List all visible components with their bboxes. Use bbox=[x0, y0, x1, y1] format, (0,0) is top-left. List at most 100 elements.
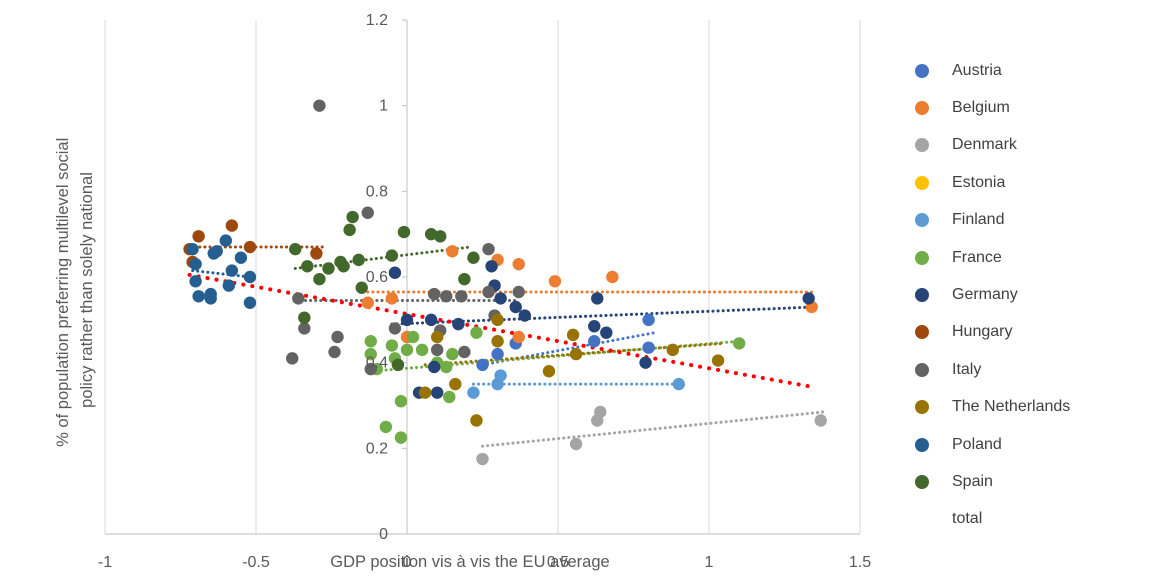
data-point-italy bbox=[431, 343, 444, 357]
data-point-belgium bbox=[548, 275, 562, 288]
legend-marker bbox=[915, 63, 929, 78]
data-point-hungary bbox=[192, 230, 205, 243]
legend-label: Belgium bbox=[952, 99, 1010, 117]
legend-label: Spain bbox=[952, 472, 993, 490]
data-point-austria bbox=[491, 347, 504, 361]
data-point-belgium bbox=[446, 245, 459, 258]
data-point-germany bbox=[591, 292, 604, 305]
legend-item: Belgium bbox=[915, 89, 1165, 126]
data-point-finland bbox=[672, 377, 685, 391]
data-point-italy bbox=[292, 292, 305, 305]
data-point-germany bbox=[400, 313, 414, 327]
data-point-the-netherlands bbox=[666, 343, 679, 357]
legend-item: Poland bbox=[915, 426, 1165, 463]
legend-marker bbox=[915, 288, 929, 303]
data-point-belgium bbox=[361, 296, 374, 309]
data-point-poland bbox=[186, 242, 199, 256]
data-point-belgium bbox=[606, 270, 619, 284]
legend-item: Italy bbox=[915, 351, 1165, 388]
x-tick-label: 1.5 bbox=[849, 554, 871, 571]
data-point-belgium bbox=[512, 257, 525, 271]
x-axis-title: GDP position vis à vis the EU average bbox=[330, 553, 609, 571]
data-point-france bbox=[379, 420, 393, 434]
legend-marker bbox=[915, 400, 929, 415]
data-point-italy bbox=[361, 206, 374, 219]
data-point-the-netherlands bbox=[449, 377, 462, 391]
data-point-germany bbox=[639, 356, 652, 369]
data-point-spain bbox=[298, 311, 311, 324]
x-tick-label: 1 bbox=[705, 554, 714, 571]
x-tick-label: -0.5 bbox=[242, 554, 270, 571]
data-point-poland bbox=[192, 290, 205, 303]
data-point-poland bbox=[210, 245, 223, 258]
legend-item: France bbox=[915, 239, 1165, 276]
data-point-italy bbox=[298, 322, 311, 335]
legend-marker bbox=[915, 175, 929, 190]
data-point-spain bbox=[346, 210, 359, 224]
data-point-poland bbox=[189, 257, 202, 271]
legend-marker bbox=[915, 138, 929, 153]
data-point-italy bbox=[328, 345, 341, 359]
data-point-france bbox=[364, 335, 377, 348]
legend-item: total bbox=[915, 501, 1165, 538]
data-point-the-netherlands bbox=[542, 365, 556, 378]
data-point-italy bbox=[313, 99, 326, 112]
legend-marker bbox=[915, 213, 929, 228]
data-point-spain bbox=[322, 262, 335, 275]
legend-marker bbox=[915, 512, 929, 526]
data-point-italy bbox=[364, 362, 377, 376]
data-point-hungary bbox=[225, 219, 239, 232]
data-point-spain bbox=[352, 253, 365, 267]
data-point-germany bbox=[424, 313, 438, 327]
data-point-france bbox=[385, 339, 399, 352]
data-point-italy bbox=[388, 322, 402, 335]
data-point-italy bbox=[512, 285, 525, 299]
data-point-germany bbox=[509, 300, 522, 314]
data-point-the-netherlands bbox=[566, 328, 580, 342]
data-point-the-netherlands bbox=[418, 386, 432, 399]
data-point-spain bbox=[301, 260, 314, 273]
x-tick-label: 0 bbox=[403, 554, 412, 571]
data-point-france bbox=[394, 395, 408, 408]
y-tick-label: 0.4 bbox=[366, 355, 388, 372]
data-point-italy bbox=[482, 285, 495, 299]
data-point-the-netherlands bbox=[569, 347, 583, 361]
data-point-france bbox=[400, 343, 414, 357]
data-point-poland bbox=[225, 264, 239, 277]
data-point-germany bbox=[388, 266, 402, 279]
legend-label: Denmark bbox=[952, 136, 1017, 154]
data-point-italy bbox=[286, 352, 299, 365]
data-point-germany bbox=[588, 320, 601, 333]
data-point-france bbox=[406, 330, 420, 344]
legend-marker bbox=[915, 437, 929, 452]
data-point-hungary bbox=[310, 247, 323, 260]
data-point-italy bbox=[331, 330, 344, 344]
data-point-poland bbox=[204, 292, 217, 305]
data-point-spain bbox=[337, 260, 350, 273]
data-point-france bbox=[415, 343, 429, 357]
legend-label: Germany bbox=[952, 286, 1018, 304]
data-point-spain bbox=[434, 230, 447, 243]
trendline-poland bbox=[191, 269, 252, 279]
trendline-denmark bbox=[481, 410, 826, 448]
legend-label: Hungary bbox=[952, 323, 1013, 341]
legend-item: Estonia bbox=[915, 164, 1165, 201]
data-point-germany bbox=[452, 317, 465, 331]
legend-label: Poland bbox=[952, 435, 1002, 453]
data-point-spain bbox=[467, 251, 480, 264]
y-tick-label: 0.2 bbox=[366, 440, 388, 457]
data-point-france bbox=[443, 390, 456, 404]
legend-marker bbox=[915, 325, 929, 340]
legend-item: Austria bbox=[915, 52, 1165, 89]
data-point-poland bbox=[222, 279, 236, 292]
data-point-the-netherlands bbox=[491, 335, 504, 348]
data-point-france bbox=[446, 347, 459, 361]
data-point-austria bbox=[642, 341, 655, 354]
data-point-italy bbox=[482, 242, 495, 256]
data-point-austria bbox=[588, 335, 601, 348]
data-point-belgium bbox=[385, 292, 399, 305]
data-point-poland bbox=[243, 270, 257, 284]
data-point-belgium bbox=[512, 330, 525, 344]
